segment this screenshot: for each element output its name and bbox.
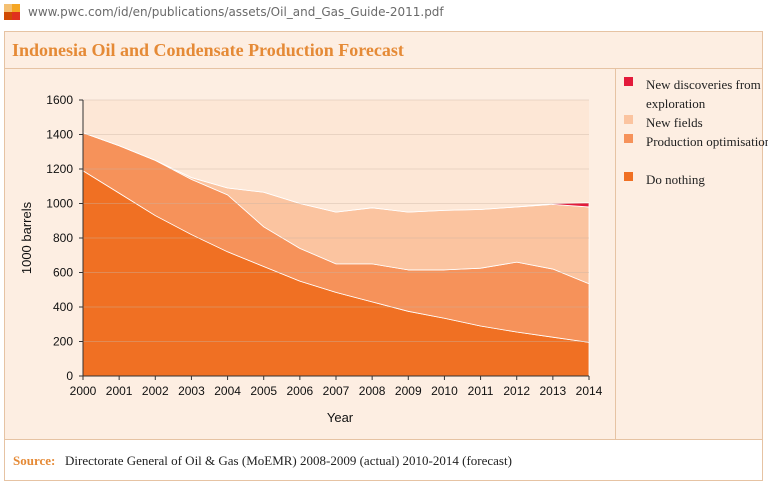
y-tick-label-6: 1200 [46,162,73,176]
area-chart: 0 200 400 600 800 1000 1200 1400 1600 2000 2001 200… [19,93,603,425]
series-area-3 [82,132,590,213]
x-tick-label-4: 2004 [214,384,241,398]
x-tick-label-10: 2010 [431,384,458,398]
legend-swatch-0 [624,172,633,181]
y-tick-label-0: 0 [66,369,73,383]
y-tick-label-8: 1600 [46,93,73,107]
y-tick-label-5: 1000 [46,197,73,211]
x-tick-label-0: 2000 [70,384,97,398]
url-bar[interactable]: www.pwc.com/id/en/publications/assets/Oi… [0,0,768,24]
url-text[interactable]: www.pwc.com/id/en/publications/assets/Oi… [28,5,444,19]
legend-label-3: New discoveries from exploration [646,77,761,111]
x-tick-label-11: 2011 [468,384,494,398]
chart-frame: Indonesia Oil and Condensate Production … [4,31,768,481]
y-tick-label-2: 400 [53,300,73,314]
legend-label-2: New fields [646,115,703,130]
source-label: Source: [13,453,56,468]
y-tick-label-7: 1400 [46,128,73,142]
y-tick-label-4: 800 [53,231,73,245]
y-tick-label-1: 200 [53,335,73,349]
source-footer: Source: Directorate General of Oil & Gas… [5,439,762,480]
x-tick-label-14: 2014 [576,384,603,398]
pwc-logo-icon [4,4,20,20]
y-axis-label: 1000 barrels [19,201,34,274]
x-tick-label-3: 2003 [178,384,205,398]
source-text: Directorate General of Oil & Gas (MoEMR)… [65,453,512,468]
legend-swatch-2 [624,115,633,124]
x-tick-label-2: 2002 [142,384,169,398]
x-tick-label-13: 2013 [540,384,567,398]
x-tick-label-12: 2012 [503,384,530,398]
legend-divider [615,69,616,439]
legend-swatch-3 [624,77,633,86]
legend-label-1: Production optimisation [646,134,768,149]
x-tick-label-8: 2008 [359,384,386,398]
x-tick-label-1: 2001 [106,384,133,398]
x-tick-label-9: 2009 [395,384,422,398]
x-tick-label-5: 2005 [250,384,277,398]
legend-swatch-1 [624,134,633,143]
x-axis-label: Year [327,410,354,425]
y-tick-label-3: 600 [53,266,73,280]
chart-title: Indonesia Oil and Condensate Production … [12,40,404,60]
legend-label-0: Do nothing [646,172,705,187]
x-tick-label-6: 2006 [287,384,314,398]
x-tick-label-7: 2007 [323,384,350,398]
title-bar: Indonesia Oil and Condensate Production … [5,32,762,69]
